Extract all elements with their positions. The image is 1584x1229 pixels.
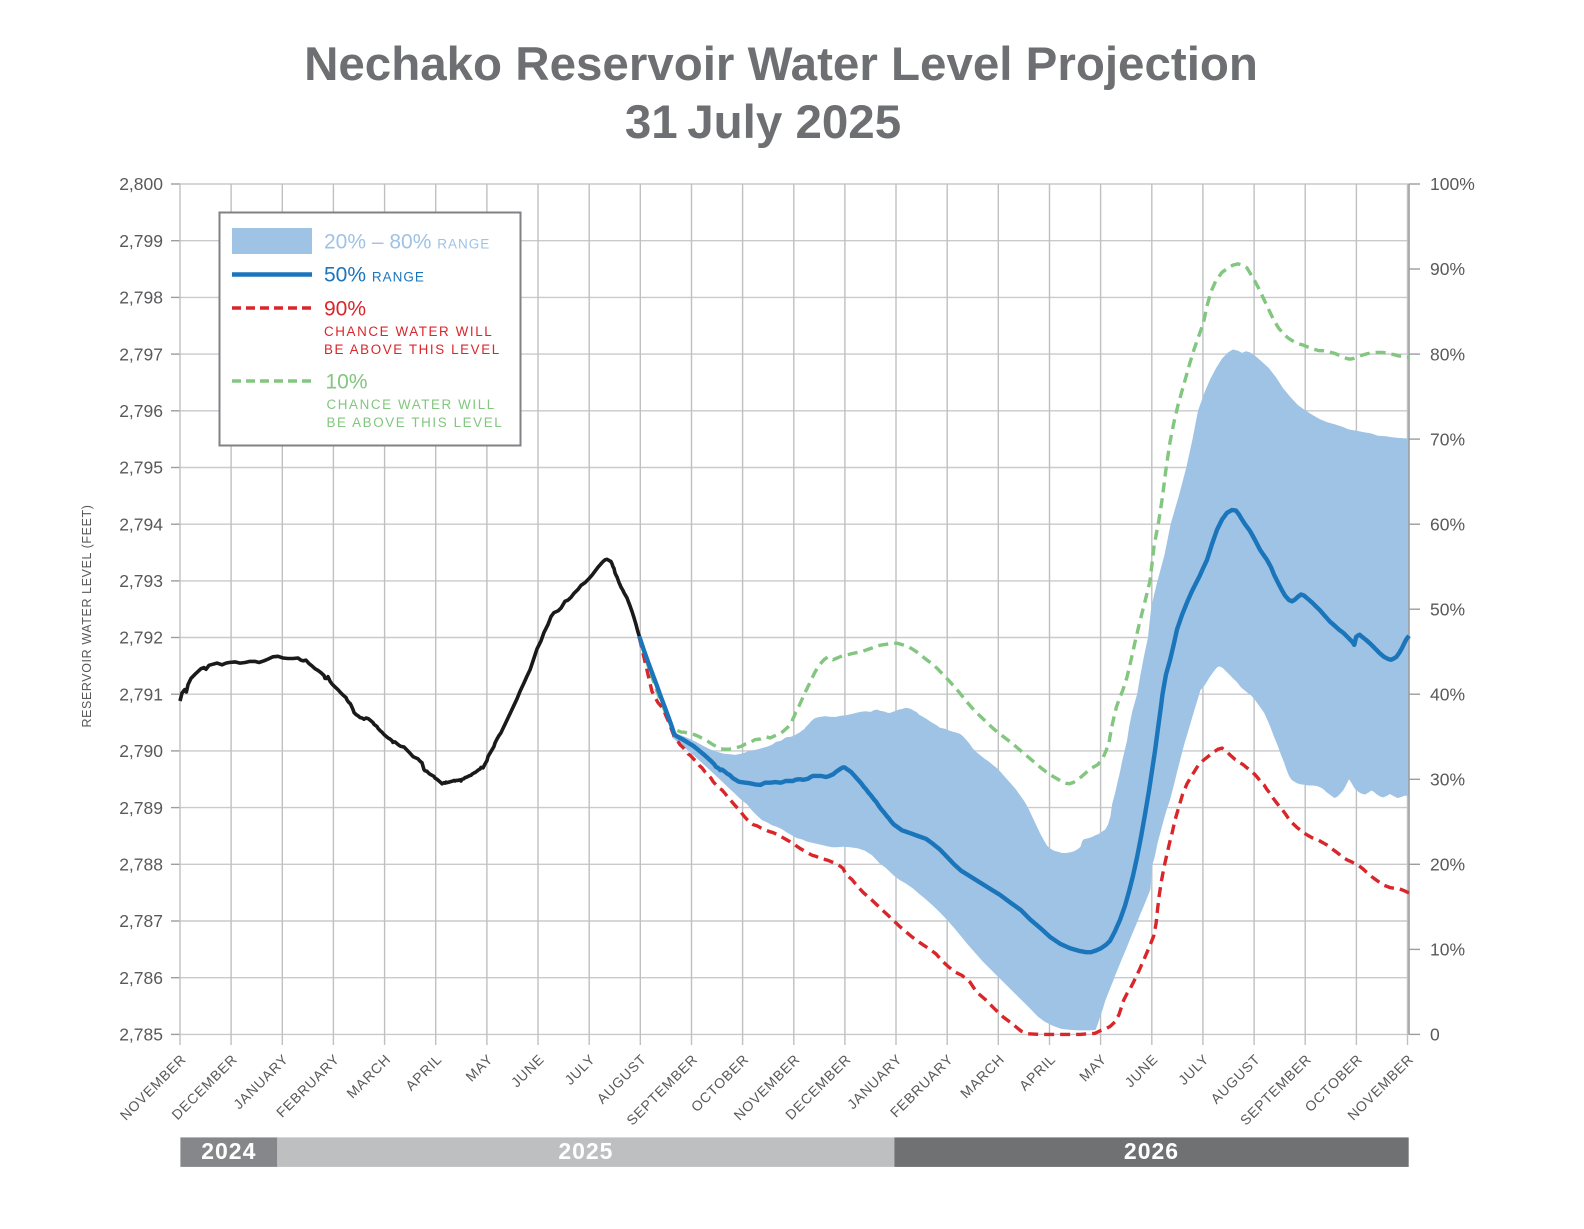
svg-text:2,792: 2,792 — [119, 628, 163, 648]
svg-text:60%: 60% — [1430, 514, 1465, 534]
svg-text:2,798: 2,798 — [119, 288, 163, 308]
svg-text:CHANCE WATER WILL: CHANCE WATER WILL — [324, 324, 493, 339]
svg-text:0: 0 — [1430, 1025, 1440, 1045]
svg-text:20%: 20% — [1430, 855, 1465, 875]
svg-text:40%: 40% — [1430, 684, 1465, 704]
svg-text:100%: 100% — [1430, 174, 1475, 194]
svg-text:2,787: 2,787 — [119, 911, 163, 931]
svg-text:31 July 2025: 31 July 2025 — [625, 96, 901, 149]
svg-text:BE ABOVE THIS LEVEL: BE ABOVE THIS LEVEL — [324, 342, 501, 357]
svg-text:2,800: 2,800 — [119, 174, 163, 194]
svg-text:2,793: 2,793 — [119, 571, 163, 591]
svg-text:2,789: 2,789 — [119, 798, 163, 818]
svg-text:50% RANGE: 50% RANGE — [324, 264, 425, 287]
svg-text:2,790: 2,790 — [119, 741, 163, 761]
svg-text:2,785: 2,785 — [119, 1025, 163, 1045]
svg-text:Nechako Reservoir Water Level: Nechako Reservoir Water Level Projection — [304, 38, 1258, 91]
svg-text:2024: 2024 — [201, 1138, 256, 1164]
svg-text:CHANCE WATER WILL: CHANCE WATER WILL — [327, 397, 496, 412]
svg-text:2,786: 2,786 — [119, 968, 163, 988]
svg-text:RESERVOIR WATER LEVEL (FEET): RESERVOIR WATER LEVEL (FEET) — [80, 504, 94, 727]
svg-text:50%: 50% — [1430, 599, 1465, 619]
svg-text:BE ABOVE THIS LEVEL: BE ABOVE THIS LEVEL — [327, 415, 504, 430]
svg-text:2,797: 2,797 — [119, 344, 163, 364]
svg-text:2,791: 2,791 — [119, 684, 163, 704]
svg-text:2,796: 2,796 — [119, 401, 163, 421]
svg-text:10%: 10% — [1430, 940, 1465, 960]
svg-text:30%: 30% — [1430, 770, 1465, 790]
svg-text:90%: 90% — [324, 298, 366, 321]
svg-text:2025: 2025 — [558, 1138, 613, 1164]
svg-text:2026: 2026 — [1124, 1138, 1179, 1164]
svg-text:2,795: 2,795 — [119, 458, 163, 478]
svg-text:10%: 10% — [326, 371, 368, 394]
svg-text:70%: 70% — [1430, 429, 1465, 449]
svg-text:20% – 80% RANGE: 20% – 80% RANGE — [324, 231, 490, 254]
svg-text:2,799: 2,799 — [119, 231, 163, 251]
svg-text:80%: 80% — [1430, 344, 1465, 364]
svg-text:2,788: 2,788 — [119, 855, 163, 875]
svg-text:2,794: 2,794 — [119, 514, 163, 534]
svg-text:90%: 90% — [1430, 259, 1465, 279]
